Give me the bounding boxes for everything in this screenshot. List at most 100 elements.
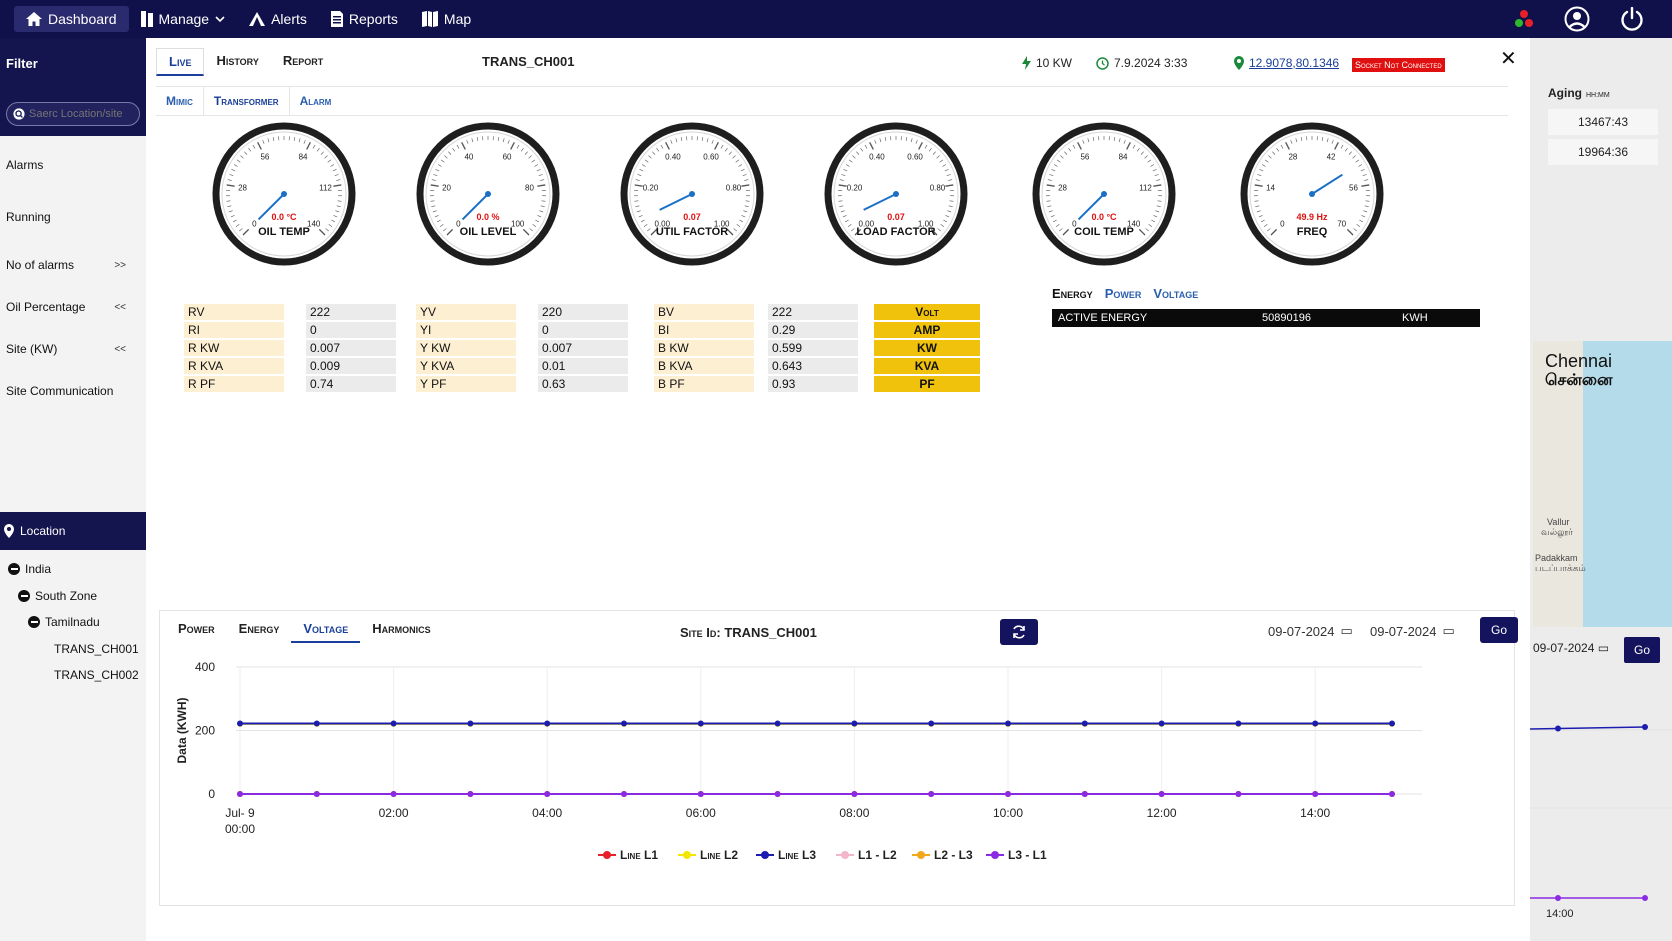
gauge-tick (330, 164, 335, 167)
background-series-line (1530, 726, 1646, 730)
gauge-tick-label: 112 (1139, 183, 1152, 192)
tab-voltage[interactable]: Voltage (1153, 286, 1199, 301)
gauge-tick (433, 174, 438, 176)
gauge-tick (328, 224, 333, 227)
calendar-icon[interactable]: ▭ (1442, 623, 1455, 638)
close-icon[interactable]: ✕ (1500, 48, 1517, 70)
sidebar-item-alarms[interactable]: Alarms (0, 144, 146, 186)
collapse-icon[interactable] (18, 589, 30, 602)
legend-label[interactable]: L1 - L2 (858, 848, 897, 862)
tab-live[interactable]: Live (156, 48, 205, 76)
gauge-tick (1154, 174, 1159, 176)
legend-label[interactable]: Line L3 (778, 848, 816, 862)
tab-report[interactable]: Report (282, 53, 324, 68)
gauge-tick (1068, 147, 1072, 152)
legend-label[interactable]: Line L1 (620, 848, 658, 862)
unit-label: PF (874, 376, 980, 392)
tab-transformer[interactable]: Transformer (202, 87, 290, 115)
legend-label[interactable]: L3 - L1 (1008, 848, 1047, 862)
gauge-tick (430, 184, 439, 187)
gauge-dial: 0.00 0.20 0.40 0.60 0.80 1.00 (824, 122, 968, 266)
refresh-icon (1013, 625, 1025, 639)
clock-icon (1096, 56, 1109, 70)
status-dots-icon[interactable] (1514, 10, 1534, 28)
gauge-tick (448, 151, 452, 155)
gauge-tick (312, 144, 316, 149)
search-box[interactable] (6, 102, 140, 126)
gauge-tick (949, 200, 954, 202)
gauge-tick (229, 174, 234, 176)
sidebar-item-chevron[interactable]: >> (114, 259, 126, 271)
series-point (1235, 791, 1242, 797)
site-title: TRANS_CH001 (482, 54, 575, 69)
coordinates-info: 12.9078,80.1346 (1234, 56, 1339, 70)
series-point (621, 720, 627, 727)
datetime-info: 7.9.2024 3:33 (1096, 56, 1187, 70)
nav-map[interactable]: Map (410, 6, 483, 32)
gauge-hub (893, 191, 899, 197)
gauge-tick (1132, 144, 1136, 149)
tree-node-trans-ch002[interactable]: TRANS_CH002 (0, 662, 146, 689)
legend-label[interactable]: L2 - L3 (934, 848, 973, 862)
tree-node-india[interactable]: India (0, 556, 146, 583)
date-to-field[interactable]: 09-07-2024 ▭ (1370, 623, 1455, 639)
date-from-field[interactable]: 09-07-2024 ▭ (1268, 623, 1353, 639)
power-icon[interactable] (1620, 7, 1644, 31)
collapse-icon[interactable] (8, 563, 20, 576)
aging-title: Aging HH:MM (1548, 86, 1610, 100)
sidebar-item-running[interactable]: Running (0, 196, 146, 238)
gauge-tick (1276, 147, 1280, 152)
sidebar-item-chevron[interactable]: << (114, 343, 126, 355)
background-go-button[interactable]: Go (1624, 637, 1660, 663)
series-point (1158, 791, 1165, 797)
nav-alerts[interactable]: Alerts (237, 6, 319, 32)
sidebar-item-oil-percentage[interactable]: Oil Percentage << (0, 286, 146, 328)
chart-tab-energy[interactable]: Energy (238, 621, 280, 636)
chart-tab-voltage[interactable]: Voltage (291, 615, 361, 643)
tree-node-south-zone[interactable]: South Zone (0, 583, 146, 610)
y-tick-label: 200 (195, 724, 215, 738)
search-input[interactable] (29, 108, 139, 120)
gauge-tick (1362, 174, 1367, 176)
map-city: Chennai (1545, 351, 1613, 371)
tab-alarm[interactable]: Alarm (299, 94, 332, 108)
map-view[interactable]: Chennai சென்னை Vallur வல்லூர் Padakkam ப… (1533, 341, 1672, 627)
gauge-tick (1255, 205, 1260, 207)
nav-reports[interactable]: Reports (319, 6, 410, 32)
chart-tab-harmonics[interactable]: Harmonics (372, 621, 431, 636)
tab-mimic[interactable]: Mimic (166, 94, 193, 108)
gauge-tick (1123, 139, 1126, 144)
sidebar-item-chevron[interactable]: << (114, 301, 126, 313)
coordinates-link[interactable]: 12.9078,80.1346 (1249, 56, 1340, 70)
sidebar-item-label: Site (KW) (6, 342, 58, 356)
background-point (1555, 725, 1561, 732)
tab-power[interactable]: Power (1104, 286, 1142, 301)
user-profile-icon[interactable] (1564, 6, 1590, 32)
gauge-tick (840, 210, 845, 213)
tree-node-tamilnadu[interactable]: Tamilnadu (0, 609, 146, 636)
sidebar-item-site-communication[interactable]: Site Communication (0, 370, 146, 412)
map-label: வல்லூர் (1541, 527, 1573, 537)
collapse-icon[interactable] (28, 616, 40, 629)
legend-label[interactable]: Line L2 (700, 848, 738, 862)
sub-tabs: Mimic Transformer Alarm (156, 86, 1508, 116)
gauge-tick (940, 224, 945, 227)
tab-history[interactable]: History (216, 53, 259, 68)
phase-label: YV (416, 304, 516, 320)
refresh-button[interactable] (1000, 619, 1038, 645)
sidebar-item-no-of-alarms[interactable]: No of alarms >> (0, 244, 146, 286)
gauge-tick (1138, 228, 1146, 236)
gauge-tick (252, 144, 256, 149)
gauge-tick (1046, 200, 1051, 202)
gauge: 0 20 40 60 80 100 0.0 % OIL LEVEL (416, 122, 560, 266)
nav-dashboard[interactable]: Dashboard (14, 6, 129, 32)
tree-node-trans-ch001[interactable]: TRANS_CH001 (0, 636, 146, 663)
sidebar-item-site-kw[interactable]: Site (KW) << (0, 328, 146, 370)
tab-energy[interactable]: Energy (1052, 286, 1093, 301)
chart-tab-power[interactable]: Power (178, 621, 215, 636)
gauge-tick-label: 0.00 (655, 220, 671, 229)
nav-manage[interactable]: Manage (129, 6, 238, 32)
calendar-icon[interactable]: ▭ (1340, 623, 1353, 638)
go-button[interactable]: Go (1480, 617, 1518, 643)
gauge-tick (945, 215, 950, 218)
